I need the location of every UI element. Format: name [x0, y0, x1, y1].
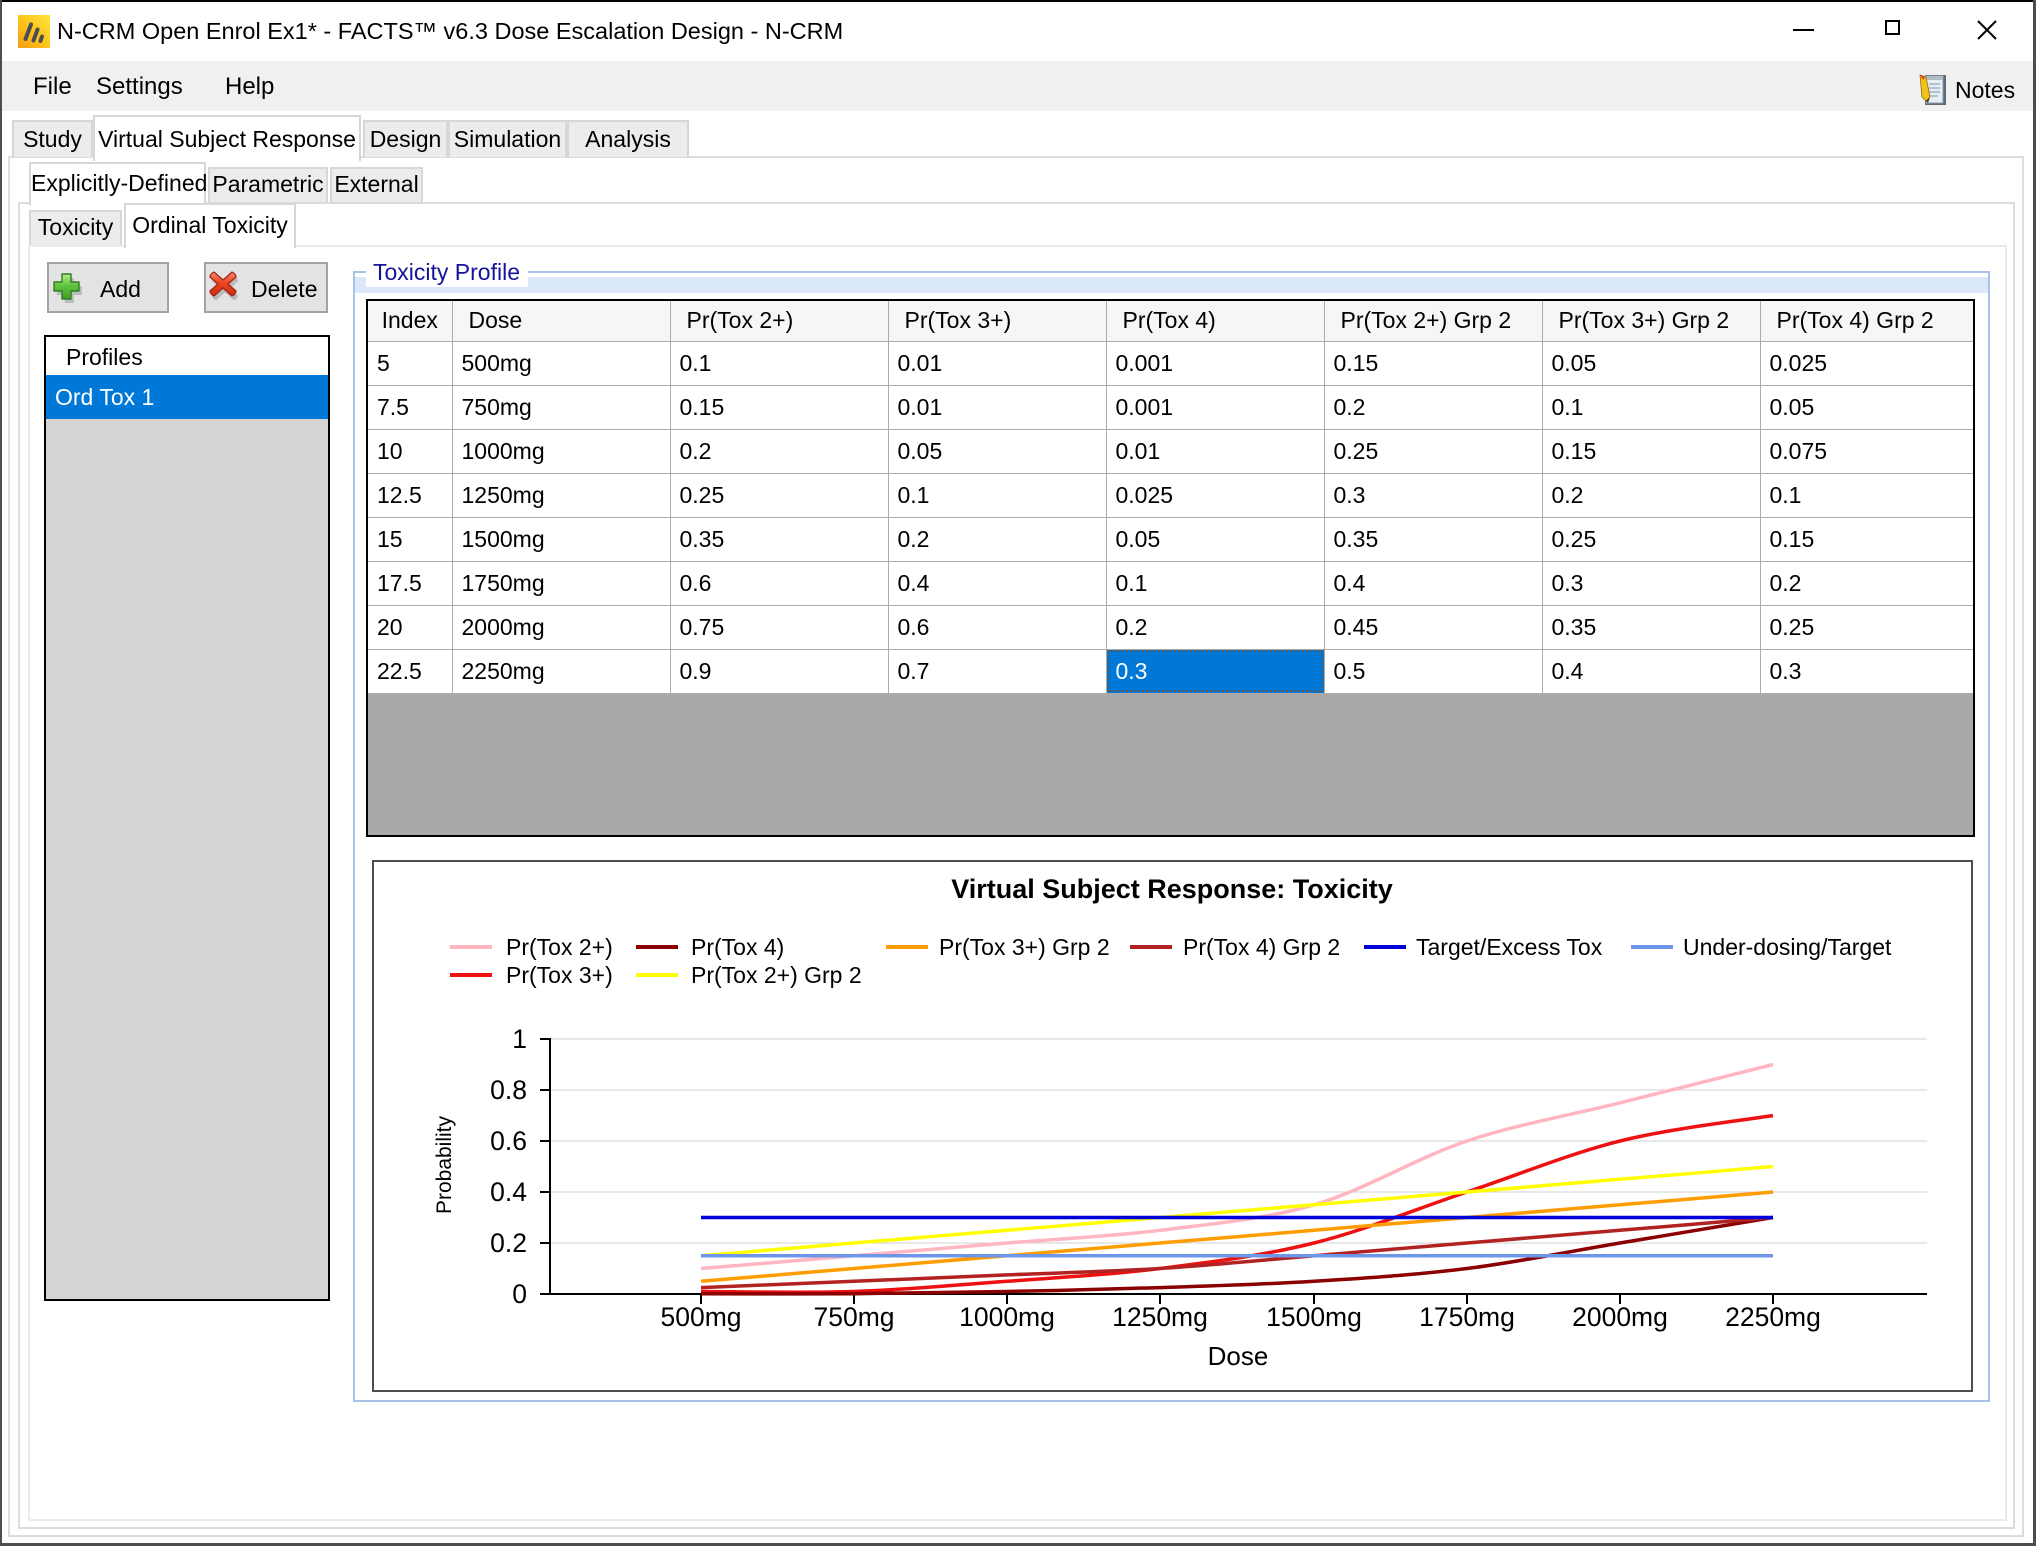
- svg-text:Pr(Tox 2+): Pr(Tox 2+): [506, 934, 613, 960]
- svg-text:Pr(Tox 4) Grp 2: Pr(Tox 4) Grp 2: [1183, 934, 1340, 960]
- svg-text:1: 1: [512, 1024, 527, 1054]
- svg-text:Target/Excess Tox: Target/Excess Tox: [1416, 934, 1603, 960]
- svg-text:1500mg: 1500mg: [1266, 1302, 1362, 1332]
- svg-text:Pr(Tox 3+) Grp 2: Pr(Tox 3+) Grp 2: [939, 934, 1110, 960]
- svg-text:0: 0: [512, 1279, 527, 1309]
- svg-text:Dose: Dose: [1208, 1341, 1269, 1371]
- svg-text:0.6: 0.6: [490, 1126, 527, 1156]
- svg-text:Pr(Tox 2+) Grp 2: Pr(Tox 2+) Grp 2: [691, 962, 862, 988]
- svg-text:0.8: 0.8: [490, 1075, 527, 1105]
- svg-text:Probability: Probability: [433, 1115, 456, 1214]
- svg-text:2250mg: 2250mg: [1725, 1302, 1821, 1332]
- svg-text:Under-dosing/Target: Under-dosing/Target: [1683, 934, 1892, 960]
- svg-text:500mg: 500mg: [660, 1302, 741, 1332]
- svg-text:1750mg: 1750mg: [1419, 1302, 1515, 1332]
- svg-text:1000mg: 1000mg: [959, 1302, 1055, 1332]
- svg-text:Pr(Tox 4): Pr(Tox 4): [691, 934, 784, 960]
- svg-text:Pr(Tox 3+): Pr(Tox 3+): [506, 962, 613, 988]
- svg-text:750mg: 750mg: [813, 1302, 894, 1332]
- svg-text:Virtual Subject Response: Toxi: Virtual Subject Response: Toxicity: [951, 874, 1393, 904]
- svg-text:2000mg: 2000mg: [1572, 1302, 1668, 1332]
- svg-text:1250mg: 1250mg: [1112, 1302, 1208, 1332]
- svg-text:0.2: 0.2: [490, 1228, 527, 1258]
- svg-text:0.4: 0.4: [490, 1177, 527, 1207]
